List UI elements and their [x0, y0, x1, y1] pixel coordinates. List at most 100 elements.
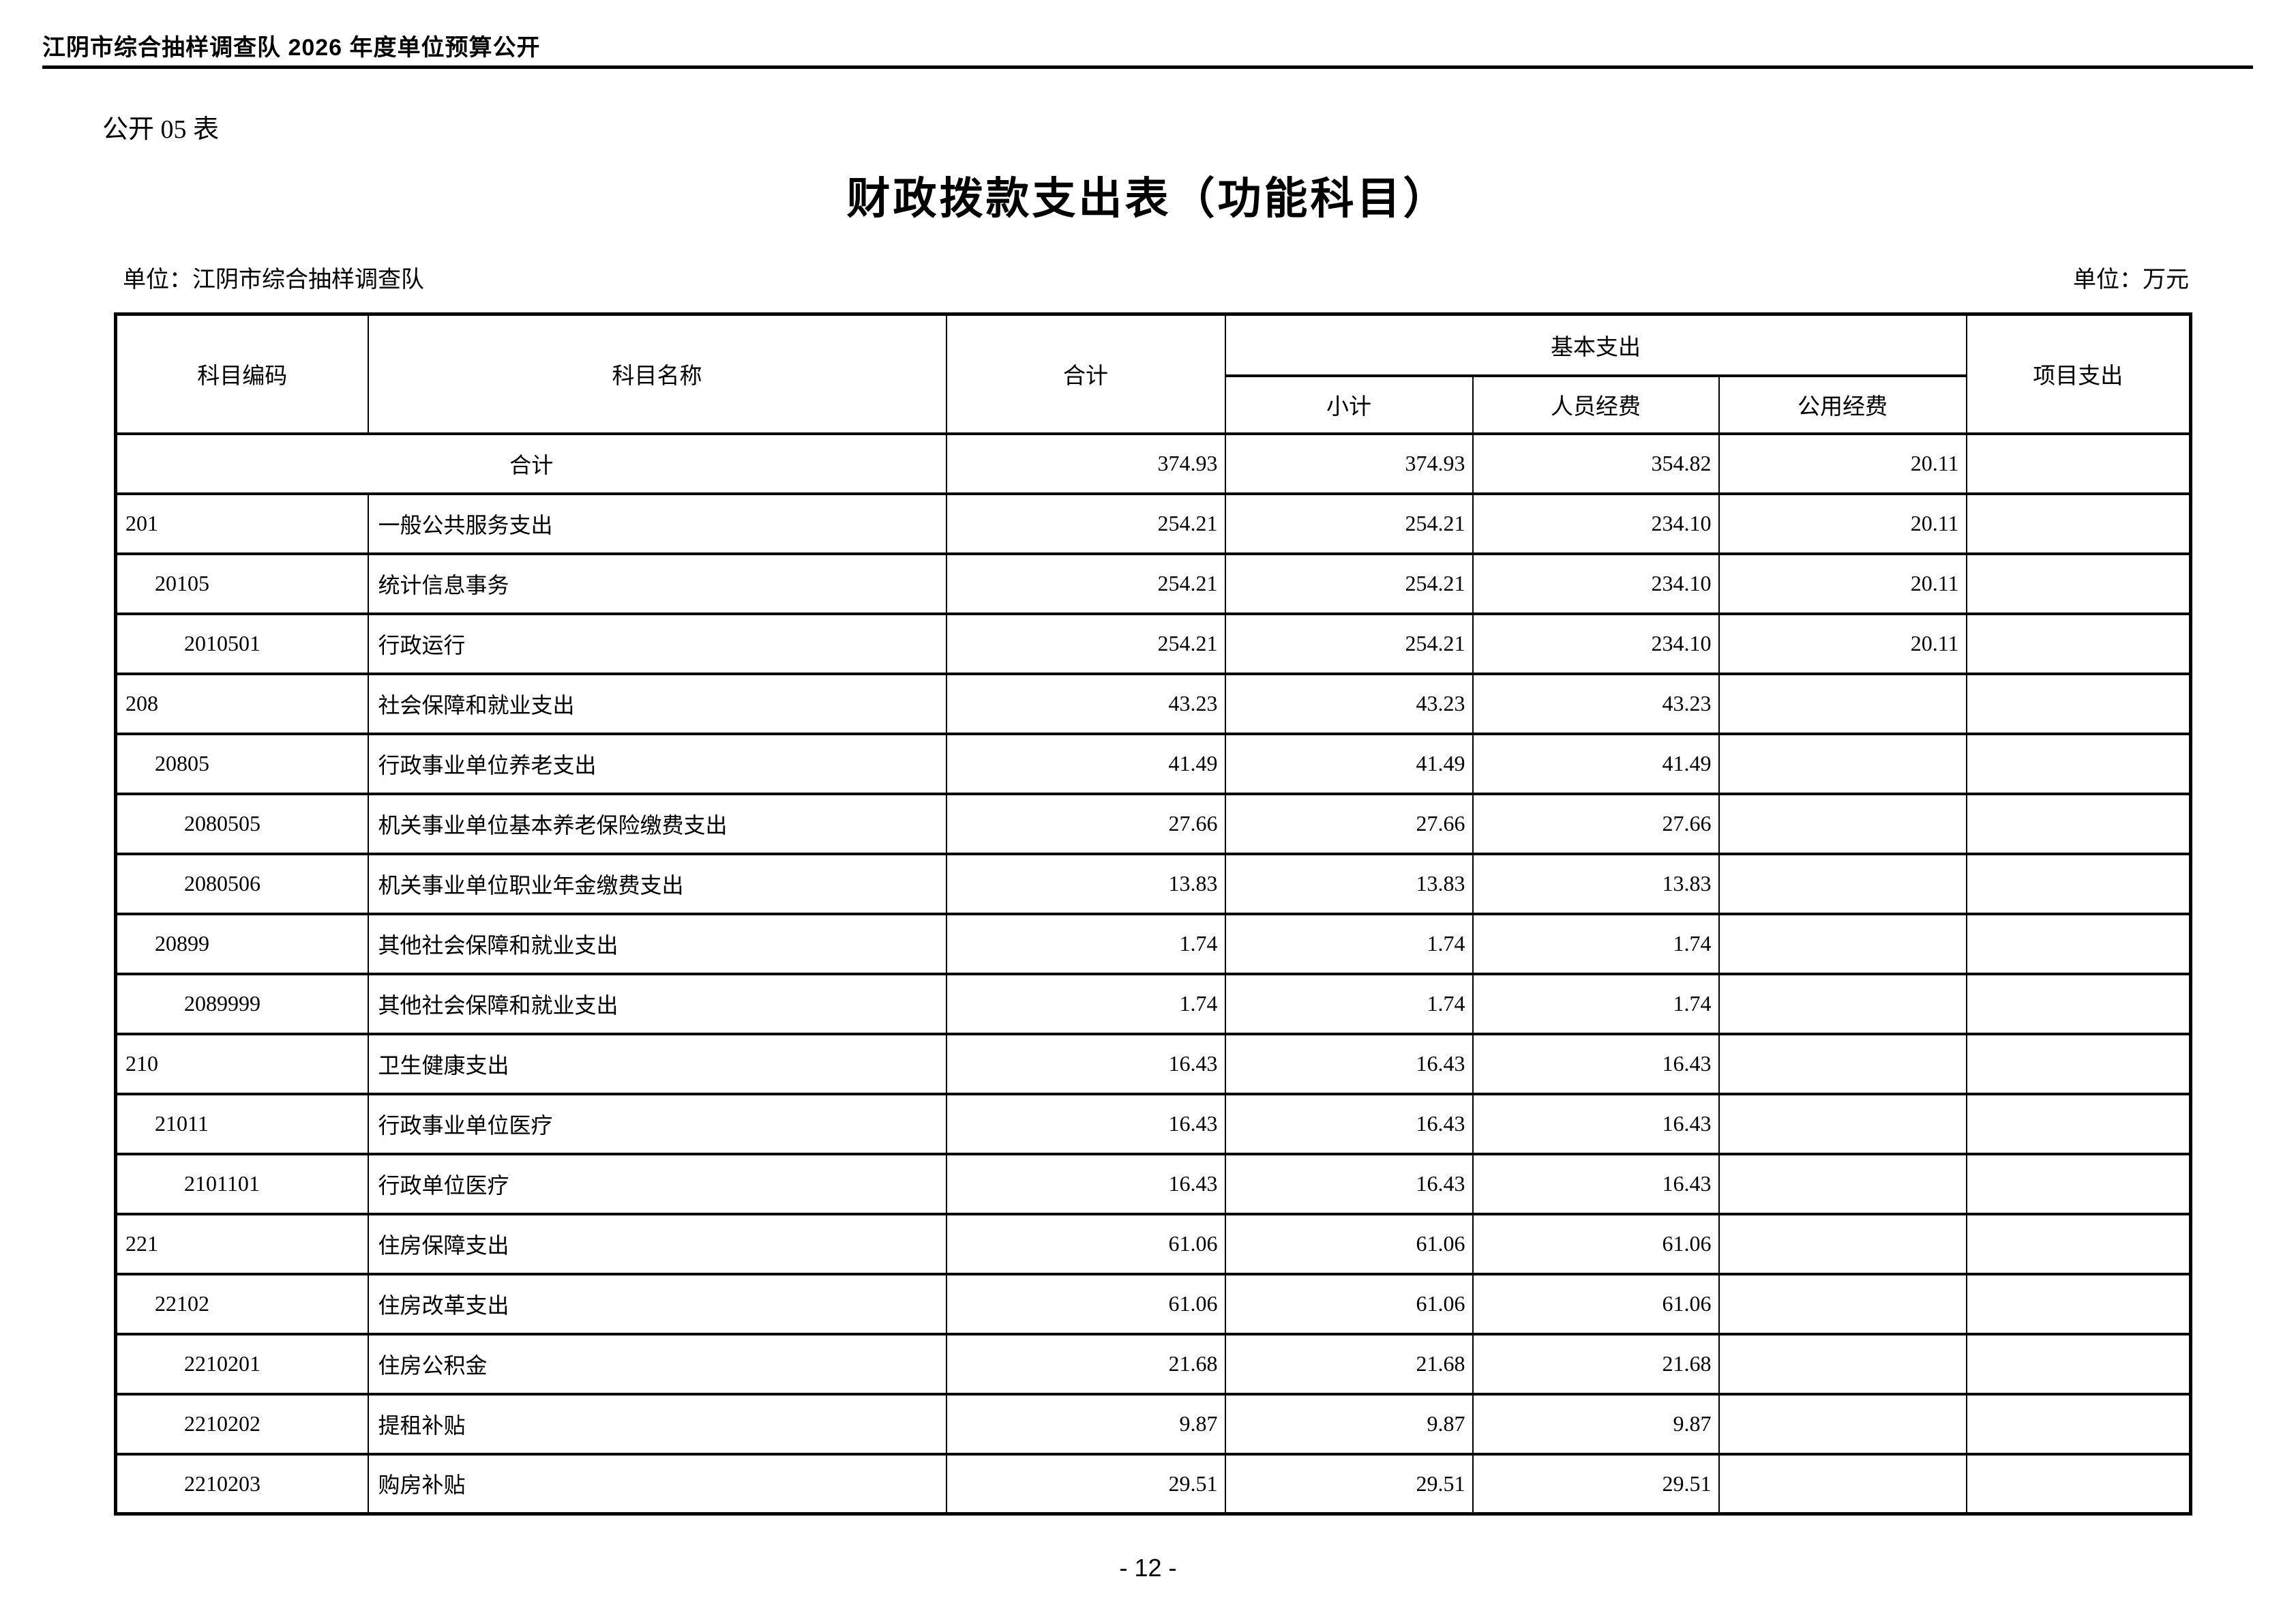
table-row: 2210203 购房补贴 29.51 29.51 29.51	[115, 1453, 2192, 1514]
row-project	[1965, 613, 2192, 674]
row-project	[1965, 553, 2192, 614]
row-project	[1965, 973, 2192, 1034]
table-row: 21011 行政事业单位医疗 16.43 16.43 16.43	[115, 1093, 2192, 1154]
row-subject-name: 购房补贴	[367, 1453, 947, 1514]
grand-total-subtotal: 374.93	[1224, 433, 1474, 494]
col-header-total: 合计	[945, 314, 1226, 434]
row-subtotal: 1.74	[1224, 913, 1474, 974]
row-public: 20.11	[1718, 493, 1967, 554]
table-row: 2080505 机关事业单位基本养老保险缴费支出 27.66 27.66 27.…	[115, 793, 2192, 854]
grand-total-personnel: 354.82	[1472, 433, 1720, 494]
row-subject-code: 2089999	[115, 973, 369, 1034]
row-total: 61.06	[945, 1273, 1226, 1334]
row-total: 21.68	[945, 1333, 1226, 1394]
row-subtotal: 21.68	[1224, 1333, 1474, 1394]
row-subject-name: 机关事业单位职业年金缴费支出	[367, 853, 947, 914]
budget-table-body: 合计 374.93 374.93 354.82 20.11 201 一般公共服务…	[115, 433, 2192, 1514]
row-personnel: 61.06	[1472, 1273, 1720, 1334]
page-number: - 12 -	[1119, 1554, 1177, 1582]
row-personnel: 43.23	[1472, 673, 1720, 734]
row-subject-code: 20899	[115, 913, 369, 974]
row-total: 61.06	[945, 1213, 1226, 1274]
row-personnel: 27.66	[1472, 793, 1720, 854]
row-project	[1965, 1213, 2192, 1274]
table-row: 2010501 行政运行 254.21 254.21 234.10 20.11	[115, 613, 2192, 674]
row-personnel: 21.68	[1472, 1333, 1720, 1394]
row-total: 41.49	[945, 733, 1226, 794]
row-subtotal: 61.06	[1224, 1273, 1474, 1334]
grand-total-total: 374.93	[945, 433, 1226, 494]
table-row: 208 社会保障和就业支出 43.23 43.23 43.23	[115, 673, 2192, 734]
row-personnel: 1.74	[1472, 913, 1720, 974]
row-subject-code: 201	[115, 493, 369, 554]
row-subject-code: 2210202	[115, 1393, 369, 1454]
row-subject-name: 住房改革支出	[367, 1273, 947, 1334]
row-subject-name: 其他社会保障和就业支出	[367, 913, 947, 974]
row-public	[1718, 913, 1967, 974]
row-public	[1718, 793, 1967, 854]
page-title: 财政拨款支出表（功能科目）	[846, 175, 1450, 223]
row-total: 1.74	[945, 973, 1226, 1034]
header-divider-rule	[42, 65, 2253, 69]
row-personnel: 9.87	[1472, 1393, 1720, 1454]
row-project	[1965, 913, 2192, 974]
document-header-title: 江阴市综合抽样调查队 2026 年度单位预算公开	[42, 35, 541, 61]
row-total: 16.43	[945, 1033, 1226, 1094]
row-subject-name: 行政单位医疗	[367, 1153, 947, 1214]
header-row-2: 小计 人员经费 公用经费	[115, 375, 2191, 434]
row-public	[1718, 673, 1967, 734]
grand-total-public: 20.11	[1718, 433, 1967, 494]
row-subject-name: 行政事业单位医疗	[367, 1093, 947, 1154]
row-personnel: 234.10	[1472, 613, 1720, 674]
row-personnel: 1.74	[1472, 973, 1720, 1034]
col-header-public-expenses: 公用经费	[1718, 375, 1967, 434]
row-subtotal: 43.23	[1224, 673, 1474, 734]
row-subject-code: 20805	[115, 733, 369, 794]
row-subject-name: 行政事业单位养老支出	[367, 733, 947, 794]
row-subtotal: 16.43	[1224, 1093, 1474, 1154]
row-project	[1965, 493, 2192, 554]
row-total: 1.74	[945, 913, 1226, 974]
row-subject-name: 机关事业单位基本养老保险缴费支出	[367, 793, 947, 854]
row-subtotal: 16.43	[1224, 1153, 1474, 1214]
row-personnel: 16.43	[1472, 1033, 1720, 1094]
row-total: 254.21	[945, 493, 1226, 554]
row-subtotal: 61.06	[1224, 1213, 1474, 1274]
row-project	[1965, 1393, 2192, 1454]
row-public	[1718, 1093, 1967, 1154]
col-header-personnel-expenses: 人员经费	[1472, 375, 1720, 434]
row-public: 20.11	[1718, 613, 1967, 674]
row-subtotal: 13.83	[1224, 853, 1474, 914]
row-total: 254.21	[945, 553, 1226, 614]
row-subject-code: 2080505	[115, 793, 369, 854]
table-row: 2210201 住房公积金 21.68 21.68 21.68	[115, 1333, 2192, 1394]
row-subject-name: 住房保障支出	[367, 1213, 947, 1274]
unit-name-label: 单位：江阴市综合抽样调查队	[123, 267, 424, 293]
row-subject-code: 2101101	[115, 1153, 369, 1214]
table-row: 2101101 行政单位医疗 16.43 16.43 16.43	[115, 1153, 2192, 1214]
row-subtotal: 16.43	[1224, 1033, 1474, 1094]
table-row: 2089999 其他社会保障和就业支出 1.74 1.74 1.74	[115, 973, 2192, 1034]
row-total: 254.21	[945, 613, 1226, 674]
row-personnel: 41.49	[1472, 733, 1720, 794]
row-total: 29.51	[945, 1453, 1226, 1514]
row-personnel: 16.43	[1472, 1093, 1720, 1154]
row-project	[1965, 733, 2192, 794]
row-public	[1718, 1033, 1967, 1094]
table-row: 201 一般公共服务支出 254.21 254.21 234.10 20.11	[115, 493, 2192, 554]
row-personnel: 234.10	[1472, 493, 1720, 554]
row-total: 9.87	[945, 1393, 1226, 1454]
col-header-basic-expenditure-group: 基本支出	[1224, 314, 1967, 376]
row-project	[1965, 673, 2192, 734]
budget-table-header: 科目编码 科目名称 合计 基本支出 项目支出 小计 人员经费 公用经费	[115, 314, 2192, 434]
row-subject-name: 行政运行	[367, 613, 947, 674]
row-subject-name: 社会保障和就业支出	[367, 673, 947, 734]
row-subtotal: 9.87	[1224, 1393, 1474, 1454]
row-subject-name: 住房公积金	[367, 1333, 947, 1394]
row-personnel: 16.43	[1472, 1153, 1720, 1214]
row-project	[1965, 1153, 2192, 1214]
row-public	[1718, 1213, 1967, 1274]
row-subtotal: 254.21	[1224, 613, 1474, 674]
row-subject-name: 统计信息事务	[367, 553, 947, 614]
table-row: 210 卫生健康支出 16.43 16.43 16.43	[115, 1033, 2192, 1094]
